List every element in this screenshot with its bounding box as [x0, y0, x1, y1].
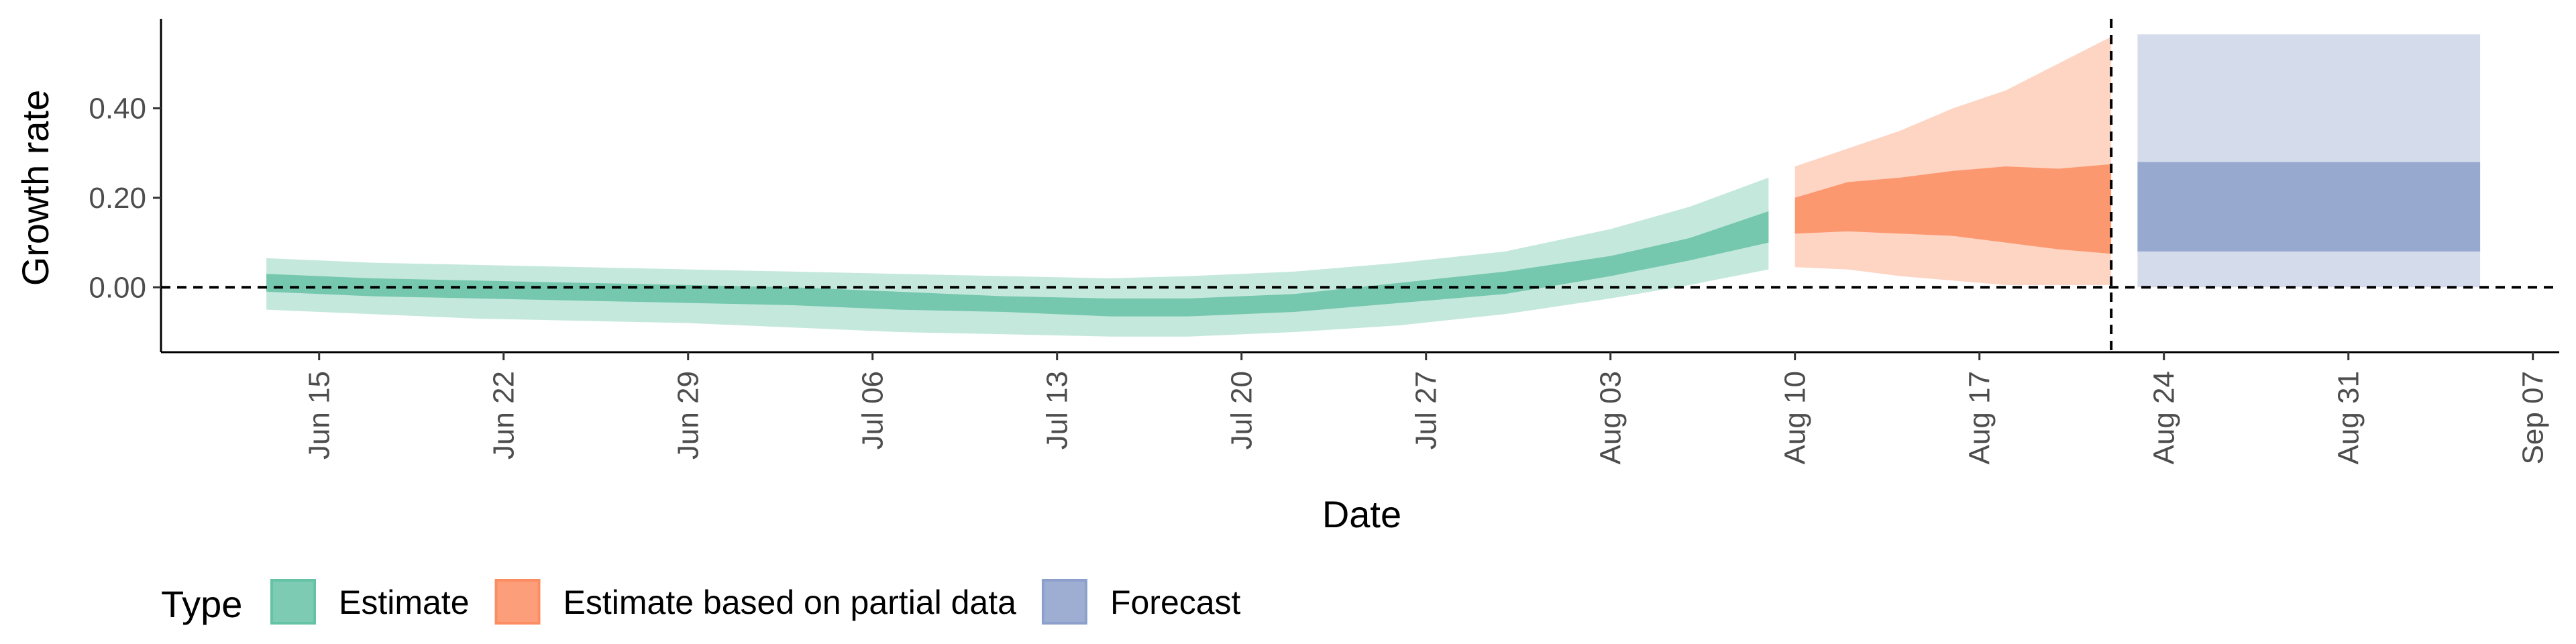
- y-tick-label: 0.20: [89, 182, 146, 215]
- estimate-90-ribbon: [266, 177, 1769, 337]
- y-axis-title: Growth rate: [14, 90, 56, 286]
- legend-title: Type: [161, 583, 242, 625]
- x-tick-label: Jul 20: [1226, 371, 1258, 449]
- x-tick-label: Aug 03: [1595, 371, 1627, 464]
- legend-label: Forecast: [1110, 584, 1241, 621]
- estimate-50-ribbon: [266, 211, 1769, 317]
- y-ticks: 0.00 0.20 0.40: [89, 92, 161, 304]
- x-tick-label: Sep 07: [2517, 371, 2550, 464]
- legend-label: Estimate based on partial data: [564, 584, 1017, 621]
- legend: Type Estimate Estimate based on partial d…: [161, 579, 1241, 625]
- legend-swatch: [1041, 579, 1087, 625]
- x-axis-title: Date: [1322, 493, 1401, 535]
- y-tick-label: 0.00: [89, 271, 146, 304]
- x-tick-label: Jun 22: [488, 371, 521, 460]
- x-tick-label: Jul 13: [1041, 371, 1074, 449]
- x-tick-label: Aug 24: [2148, 371, 2181, 464]
- x-tick-label: Jun 15: [303, 371, 336, 460]
- legend-swatch: [494, 579, 541, 625]
- legend-label: Estimate: [339, 584, 470, 621]
- x-ticks: Jun 15 Jun 22 Jun 29 Jul 06 Jul 13 Jul 20 Jul …: [303, 352, 2550, 464]
- x-tick-label: Aug 31: [2332, 371, 2365, 464]
- x-tick-label: Aug 10: [1779, 371, 1812, 464]
- ribbon-layer: [266, 34, 2481, 337]
- y-tick-label: 0.40: [89, 92, 146, 125]
- x-tick-label: Jun 29: [672, 371, 705, 460]
- estimate-based-on-partial-data-50-ribbon: [1794, 164, 2112, 254]
- x-tick-label: Jul 27: [1410, 371, 1443, 449]
- forecast-50-ribbon: [2137, 162, 2481, 252]
- x-tick-label: Jul 06: [857, 371, 890, 449]
- legend-swatch: [270, 579, 316, 625]
- x-tick-label: Aug 17: [1964, 371, 1996, 464]
